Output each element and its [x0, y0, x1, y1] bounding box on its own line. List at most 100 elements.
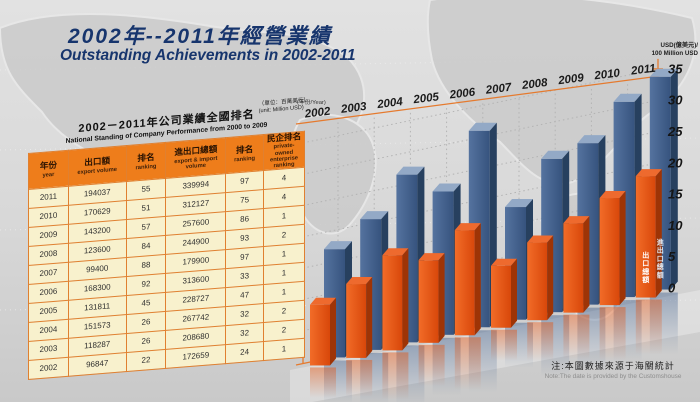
year-label: 2011 [629, 63, 656, 78]
bar-total-top [541, 150, 570, 159]
bar-export-reflection [310, 367, 336, 398]
bar-label-total: 進出口總額 [656, 238, 664, 280]
bar-total-top [396, 166, 425, 175]
bar-export [563, 223, 584, 313]
tick-label: 25 [667, 124, 683, 139]
bar-export [418, 260, 439, 343]
bar-export-top [527, 235, 554, 243]
table-cell: 2002 [28, 357, 69, 380]
bar-total-top [505, 199, 533, 208]
value-axis-unit-line2: 100 Million USD [652, 50, 699, 57]
bar-label-export: 出口總額 [641, 251, 649, 285]
bar-export [527, 242, 548, 321]
bar-export [310, 304, 330, 366]
bar-export-reflection [563, 314, 590, 360]
bar-export-top [418, 253, 445, 261]
bar-total-side [670, 68, 678, 290]
year-label: 2003 [339, 101, 367, 116]
tick-label: 0 [668, 281, 676, 296]
bar-export-side [619, 191, 626, 306]
bar-total-top [360, 211, 389, 220]
column-header: 出口額 export volume [68, 145, 127, 187]
ranking-table-panel: 2002－2011年公司業績全國排名 National Standing of … [28, 97, 309, 380]
bar-export-reflection [454, 337, 481, 390]
bar-export-side [547, 235, 554, 321]
tick-label: 15 [668, 187, 683, 202]
source-note-zh: 注:本圖數據來源于海關統計 [551, 361, 675, 371]
year-label: 2006 [448, 86, 476, 101]
year-label: 2005 [412, 91, 440, 106]
year-label: 2010 [593, 67, 621, 82]
bar-total-top [613, 93, 642, 102]
year-axis-line [295, 73, 671, 125]
tick-label: 35 [668, 61, 683, 76]
h-gridline [302, 68, 659, 144]
bar-total-top [468, 122, 497, 131]
year-label: 2002 [303, 106, 331, 121]
bar-export-side [511, 258, 517, 328]
value-axis-labels: 0 5 10 15 20 25 30 35 USD(億美元)/100 Million USD [652, 41, 699, 296]
bar-export [599, 198, 620, 306]
bar-total-top [577, 135, 606, 144]
bar-export-side [330, 297, 336, 366]
column-header: 排名 ranking [126, 142, 166, 182]
column-header: 進出口總額 export & import volume [165, 137, 226, 179]
bar-export [635, 176, 656, 298]
year-label: 2004 [376, 96, 404, 111]
bar-export-side [366, 277, 373, 358]
bars [310, 68, 678, 402]
year-label: 2008 [520, 77, 548, 92]
value-axis-unit-line1: USD(億美元)/ [661, 41, 699, 49]
table-cell: 1 [263, 338, 305, 361]
ranking-table: 年份 year 出口額 export volume 排名 ranking 進出口總額 expo… [28, 131, 305, 380]
bar-total-top [649, 68, 678, 77]
bar-export-reflection [346, 359, 373, 397]
source-note-en: Note:The date is provided by the Customs… [544, 373, 682, 380]
tick-label: 20 [667, 155, 683, 170]
bar-export-reflection [491, 329, 517, 361]
bar-export-top [310, 297, 336, 305]
bar-export [491, 265, 511, 328]
bar-export-side [402, 248, 409, 351]
year-labels: 2002 2003 2004 2005 2006 2007 2008 2009 2010 2011… [297, 63, 656, 121]
bar-total-top [324, 241, 352, 250]
column-header: 民企排名 private-owned enterprise ranking [263, 131, 305, 171]
bar-export-reflection [635, 299, 662, 355]
table-cell: 96847 [68, 352, 127, 377]
bar-export-side [655, 169, 662, 298]
page-title-en: Outstanding Achievements in 2002-2011 [60, 47, 356, 65]
bar-export-side [474, 223, 481, 336]
table-cell: 24 [225, 341, 264, 364]
bar-export-top [599, 191, 626, 199]
bar-export-side [438, 253, 445, 343]
tick-label: 10 [668, 218, 683, 233]
column-header: 年份 year [28, 150, 69, 190]
bar-export-top [635, 169, 662, 177]
bar-export-top [382, 248, 409, 256]
bar-export-reflection [418, 344, 445, 387]
year-label: 2007 [484, 82, 512, 97]
bar-export [346, 284, 367, 358]
bar-export-top [454, 223, 481, 231]
bar-export-reflection [382, 352, 409, 400]
bar-export-top [563, 216, 590, 224]
column-header: 排名 ranking [225, 134, 264, 174]
year-label: 2009 [557, 72, 585, 87]
tick-label: 5 [668, 249, 676, 264]
bar-total-top [432, 183, 461, 192]
page-title: 2002年--2011年經營業績 Outstanding Achievement… [60, 25, 356, 65]
bar-export-top [491, 258, 517, 266]
bar-export-side [583, 216, 590, 313]
bar-export-reflection [527, 322, 554, 361]
bar-export [454, 230, 475, 336]
bar-export-top [346, 277, 373, 285]
year-axis-unit-label: (年份/Year) [297, 98, 326, 106]
tick-label: 30 [668, 93, 683, 108]
page-title-zh: 2002年--2011年經營業績 [68, 25, 332, 48]
source-note: 注:本圖數據來源于海關統計 Note:The date is provided … [515, 359, 700, 380]
bar-export-reflection [599, 307, 626, 361]
table-cell: 22 [126, 349, 166, 372]
